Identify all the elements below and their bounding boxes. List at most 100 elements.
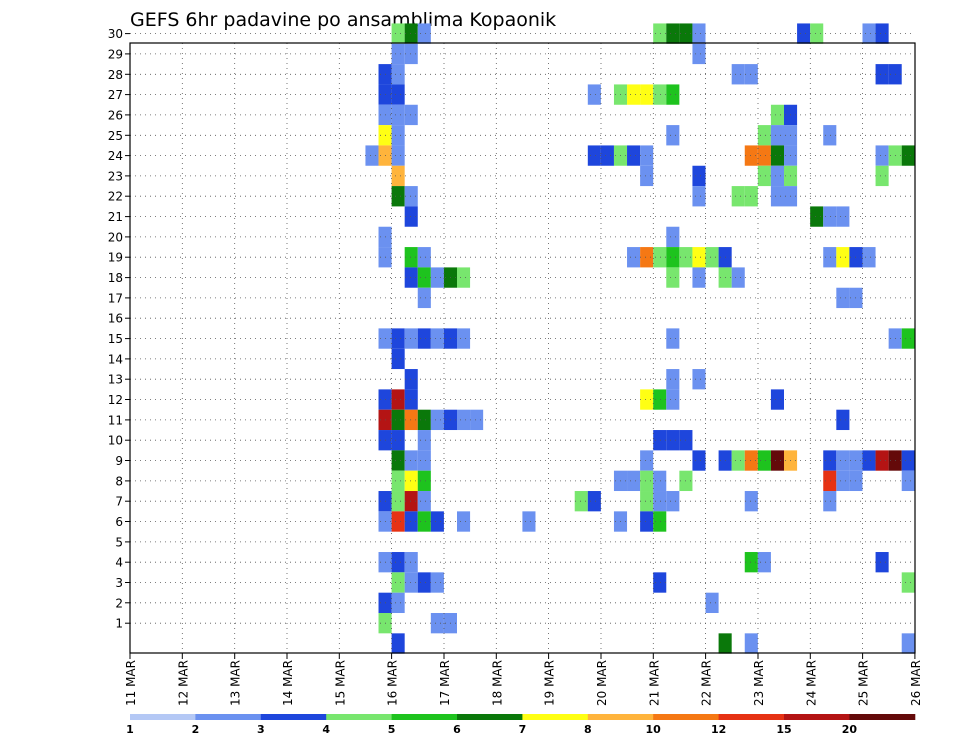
y-axis: 1234567891011121314151617181920212223242… xyxy=(108,27,130,631)
heat-cell xyxy=(862,450,876,471)
heat-cell xyxy=(391,572,405,593)
heat-cell xyxy=(731,267,745,288)
x-tick-label: 20 MAR xyxy=(595,660,609,706)
heat-cell xyxy=(744,186,758,207)
colorbar-label: 10 xyxy=(646,723,662,736)
heat-cell xyxy=(744,633,758,654)
heat-cell xyxy=(430,267,444,288)
heat-cell xyxy=(836,450,850,471)
y-tick-label: 13 xyxy=(108,373,123,387)
y-tick-label: 8 xyxy=(115,474,123,488)
y-tick-label: 20 xyxy=(108,230,123,244)
x-tick-label: 14 MAR xyxy=(281,660,295,706)
y-tick-label: 4 xyxy=(115,556,123,570)
y-tick-label: 30 xyxy=(108,27,123,41)
heat-cell xyxy=(640,450,654,471)
heat-cell xyxy=(404,369,418,390)
heat-cell xyxy=(404,511,418,532)
heat-cell xyxy=(666,84,680,105)
heat-cell xyxy=(692,247,706,268)
x-tick-label: 23 MAR xyxy=(752,660,766,706)
heat-cell xyxy=(653,470,667,492)
heat-cell xyxy=(770,125,784,146)
x-tick-label: 25 MAR xyxy=(857,660,871,706)
heat-cell xyxy=(417,450,431,471)
heat-cell xyxy=(875,64,889,85)
heat-cell xyxy=(901,470,915,492)
x-tick-label: 11 MAR xyxy=(124,660,138,706)
heat-cell xyxy=(404,389,418,410)
x-tick-label: 26 MAR xyxy=(909,660,923,706)
y-tick-label: 22 xyxy=(108,190,123,204)
heat-cell xyxy=(901,450,915,471)
heat-cell xyxy=(901,328,915,349)
heat-cell xyxy=(430,613,444,634)
x-tick-label: 17 MAR xyxy=(438,660,452,706)
heat-cell xyxy=(744,552,758,573)
colorbar-label: 4 xyxy=(322,723,330,736)
heat-cell xyxy=(391,450,405,471)
heat-cell xyxy=(391,491,405,512)
heat-cell xyxy=(404,206,418,227)
y-tick-label: 17 xyxy=(108,291,123,305)
heat-cell xyxy=(692,23,706,44)
heat-cell xyxy=(391,84,405,105)
heat-cell xyxy=(692,186,706,207)
x-tick-label: 18 MAR xyxy=(490,660,504,706)
heat-cell xyxy=(692,369,706,390)
colorbar-label: 8 xyxy=(584,723,592,736)
heat-cell xyxy=(640,511,654,532)
heat-cell xyxy=(391,43,405,65)
heat-cell xyxy=(653,247,667,268)
y-tick-label: 27 xyxy=(108,88,123,102)
heat-cell xyxy=(666,430,680,451)
y-tick-label: 21 xyxy=(108,210,123,224)
heat-cell xyxy=(417,287,431,309)
x-tick-label: 13 MAR xyxy=(229,660,243,706)
heat-cell xyxy=(731,450,745,471)
heat-cell xyxy=(574,491,588,512)
y-tick-label: 6 xyxy=(115,515,123,529)
heat-cell xyxy=(640,470,654,492)
heat-cell xyxy=(430,511,444,532)
heat-cell xyxy=(875,552,889,573)
heat-cell xyxy=(391,104,405,126)
heat-cell xyxy=(391,125,405,146)
heat-cell xyxy=(836,287,850,309)
heat-cell xyxy=(836,470,850,492)
heat-cell xyxy=(417,430,431,451)
heat-cell xyxy=(770,165,784,187)
heat-cell xyxy=(627,84,641,105)
heat-cell xyxy=(757,450,771,471)
heat-cell xyxy=(653,23,667,44)
x-tick-label: 22 MAR xyxy=(700,660,714,706)
heat-cell xyxy=(430,409,444,431)
heat-cell xyxy=(653,491,667,512)
heat-cell xyxy=(653,389,667,410)
heat-cell xyxy=(901,633,915,654)
x-axis: 11 MAR 12 MAR 13 MAR 14 MAR 15 MAR 16 MAR 17 M… xyxy=(124,653,923,706)
heat-cell xyxy=(770,389,784,410)
heat-cell xyxy=(391,389,405,410)
heatmap-cells xyxy=(365,23,915,654)
heat-cell xyxy=(391,328,405,349)
heat-cell xyxy=(587,491,601,512)
heat-cell xyxy=(744,491,758,512)
heat-cell xyxy=(770,450,784,471)
heat-cell xyxy=(862,23,876,44)
heat-cell xyxy=(770,145,784,166)
heat-cell xyxy=(391,186,405,207)
heat-cell xyxy=(875,23,889,44)
heat-cell xyxy=(417,470,431,492)
heat-cell xyxy=(640,145,654,166)
heat-cell xyxy=(417,23,431,44)
x-tick-label: 12 MAR xyxy=(176,660,190,706)
heat-cell xyxy=(640,84,654,105)
heat-cell xyxy=(391,165,405,187)
heat-cell xyxy=(666,389,680,410)
heat-cell xyxy=(640,165,654,187)
y-tick-label: 10 xyxy=(108,434,123,448)
heat-cell xyxy=(901,145,915,166)
y-tick-label: 5 xyxy=(115,535,123,549)
heat-cell xyxy=(692,267,706,288)
